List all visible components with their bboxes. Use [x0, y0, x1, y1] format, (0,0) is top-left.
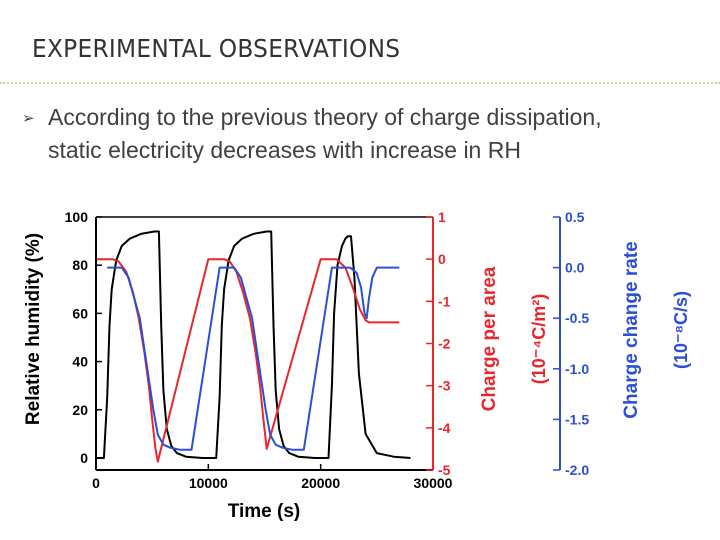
plot-frame	[95, 216, 433, 471]
charge-axis-units: (10⁻⁴C/m²)	[529, 294, 549, 384]
title-divider	[0, 82, 720, 84]
arrow-bullet-icon: ➢	[22, 109, 35, 127]
bullet-text: According to the previous theory of char…	[48, 104, 602, 163]
rate-tick-label-2: -1.0	[565, 361, 589, 377]
charge-tick-label-1: -4	[438, 420, 451, 436]
rate-tick-label-1: -1.5	[565, 411, 589, 427]
series-line-2	[107, 266, 400, 451]
x-tick-label-1: 10000	[189, 475, 228, 491]
x-axis: 0 10000 20000 30000	[92, 464, 453, 491]
series-line-0	[96, 230, 411, 459]
x-axis-label: Time (s)	[228, 501, 301, 522]
left-axis: 0 20 40 60 80 100	[65, 209, 102, 466]
right-axis-rate: -2.0 -1.5 -1.0 -0.5 0.0 0.5	[553, 209, 589, 478]
left-tick-label-1: 20	[72, 402, 88, 418]
slide-title: EXPERIMENTAL OBSERVATIONS	[32, 34, 401, 63]
x-tick-label-2: 20000	[301, 475, 340, 491]
left-axis-label: Relative humidity (%)	[23, 233, 44, 425]
right-axis-charge: -5 -4 -3 -2 -1 0 1	[426, 209, 451, 478]
rate-tick-label-0: -2.0	[565, 462, 589, 478]
left-tick-label-2: 40	[72, 354, 88, 370]
left-tick-label-0: 0	[80, 450, 88, 466]
x-tick-label-0: 0	[92, 475, 100, 491]
rate-axis-label: Charge change rate	[621, 241, 642, 418]
charge-tick-label-0: -5	[438, 462, 451, 478]
rate-tick-label-5: 0.5	[565, 212, 585, 225]
charge-axis-label: Charge per area	[479, 266, 500, 411]
charge-tick-label-5: 0	[438, 251, 446, 267]
x-tick-label-3: 30000	[414, 475, 453, 491]
left-tick-label-4: 80	[72, 257, 88, 273]
rate-axis-units: (10⁻⁸C/s)	[671, 291, 691, 369]
series-line-1	[96, 258, 400, 463]
charge-tick-label-4: -1	[438, 293, 451, 309]
charge-tick-label-3: -2	[438, 336, 451, 352]
chart-svg: 0 10000 20000 30000 0 20 40 60 80 100 -5 -4 -3 -2 -1…	[23, 209, 691, 522]
charge-tick-label-2: -3	[438, 378, 451, 394]
charge-tick-label-6: 1	[438, 212, 446, 225]
rate-tick-label-4: 0.0	[565, 260, 585, 276]
plot-lines	[96, 230, 411, 463]
left-tick-label-3: 60	[72, 305, 88, 321]
rate-tick-label-3: -0.5	[565, 310, 589, 326]
chart-figure: 0 10000 20000 30000 0 20 40 60 80 100 -5 -4 -3 -2 -1…	[19, 209, 695, 525]
left-tick-label-5: 100	[65, 212, 89, 225]
